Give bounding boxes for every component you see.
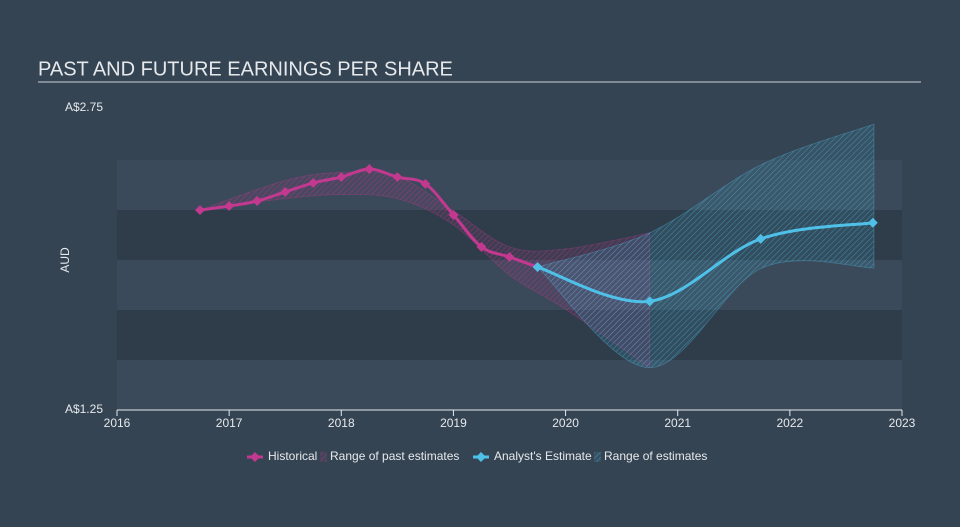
- legend-label: Historical: [268, 449, 317, 463]
- legend-swatch: [594, 452, 601, 462]
- data-point: [504, 252, 515, 262]
- x-tick-label: 2022: [777, 416, 804, 430]
- x-tick-label: 2018: [328, 416, 355, 430]
- data-point: [867, 217, 878, 228]
- y-tick-label: A$2.75: [65, 100, 103, 114]
- data-point: [195, 205, 205, 216]
- data-point: [448, 209, 459, 220]
- data-point: [336, 172, 347, 183]
- data-point: [308, 177, 319, 188]
- legend-label: Range of estimates: [604, 449, 707, 463]
- chart-title: PAST AND FUTURE EARNINGS PER SHARE: [38, 58, 453, 80]
- data-point: [364, 164, 375, 174]
- data-point: [755, 233, 766, 244]
- legend-label: Range of past estimates: [330, 449, 459, 463]
- data-point: [280, 187, 291, 197]
- legend-swatch: [476, 452, 486, 462]
- legend-swatch: [250, 452, 260, 462]
- legend-label: Analyst's Estimate: [494, 449, 592, 463]
- data-point: [420, 178, 431, 189]
- y-axis-label: AUD: [58, 247, 72, 273]
- legend-swatch: [320, 452, 327, 462]
- x-tick-label: 2016: [104, 416, 131, 430]
- x-tick-label: 2017: [216, 416, 243, 430]
- plot-band: [117, 310, 902, 360]
- x-tick-label: 2023: [889, 416, 916, 430]
- series-line: [537, 221, 874, 304]
- x-tick-label: 2020: [552, 416, 579, 430]
- x-tick-label: 2021: [664, 416, 691, 430]
- x-tick-label: 2019: [440, 416, 467, 430]
- data-point: [532, 262, 543, 273]
- plot-band: [117, 360, 902, 410]
- data-point: [476, 241, 487, 252]
- data-point: [224, 201, 235, 211]
- data-point: [644, 296, 655, 307]
- legend: Historical Range of past estimates Analyst…: [247, 449, 707, 463]
- plot-area: [195, 123, 878, 369]
- estimate-range: [536, 123, 875, 369]
- y-tick-label: A$1.25: [65, 402, 103, 416]
- data-point: [392, 172, 403, 183]
